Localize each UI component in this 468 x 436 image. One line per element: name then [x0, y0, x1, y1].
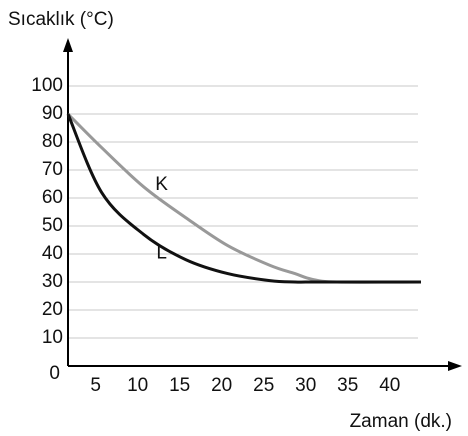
x-tick-label: 30 — [295, 375, 316, 396]
x-tick-label: 40 — [379, 375, 400, 396]
x-tick-label: 10 — [127, 375, 148, 396]
y-tick-label: 20 — [42, 299, 63, 320]
x-tick-label: 20 — [211, 375, 232, 396]
y-tick-label: 80 — [42, 131, 63, 152]
line-series — [66, 113, 421, 284]
series-label: L — [156, 243, 167, 264]
y-tick-label: 40 — [42, 243, 63, 264]
x-tick-label: 25 — [253, 375, 274, 396]
x-tick-label: 15 — [169, 375, 190, 396]
y-tick-label: 0 — [49, 363, 60, 384]
x-tick-label: 5 — [90, 375, 101, 396]
y-tick-label: 50 — [42, 215, 63, 236]
x-tick-label: 35 — [337, 375, 358, 396]
x-axis-label: Zaman (dk.) — [350, 411, 452, 432]
y-tick-label: 30 — [42, 271, 63, 292]
y-tick-label: 60 — [42, 187, 63, 208]
y-tick-label: 100 — [31, 75, 63, 96]
y-tick-label: 90 — [42, 103, 63, 124]
x-axis-arrow — [448, 361, 462, 371]
y-axis-arrow — [63, 38, 73, 52]
y-tick-label: 70 — [42, 159, 63, 180]
y-axis-label: Sıcaklık (°C) — [8, 9, 114, 30]
y-tick-label: 10 — [42, 327, 63, 348]
series-label: K — [155, 174, 168, 195]
